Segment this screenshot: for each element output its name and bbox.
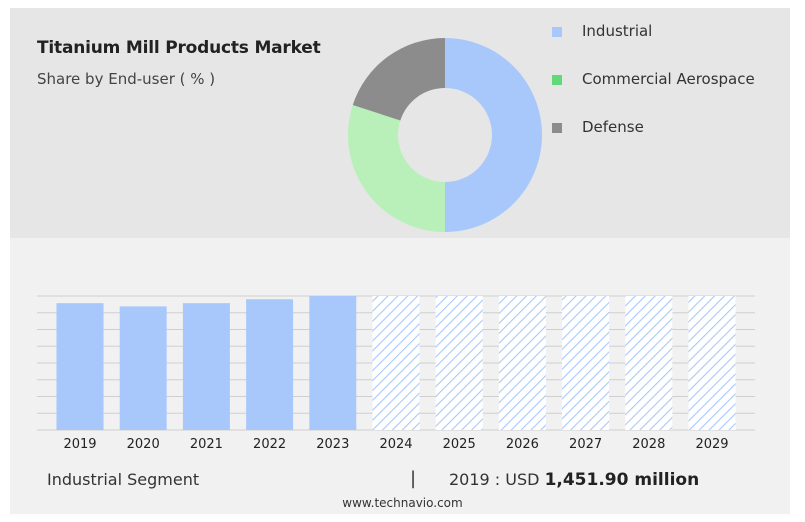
tick-label-2027: 2027: [569, 437, 602, 452]
bar-forecast-2026: [498, 296, 546, 430]
donut-slice-defense: [352, 38, 445, 121]
tick-label-2022: 2022: [253, 437, 286, 452]
tick-label-2023: 2023: [316, 437, 349, 452]
tick-label-2025: 2025: [443, 437, 476, 452]
bar-forecast-2024: [372, 296, 420, 430]
segment-value-prefix: 2019 : USD: [449, 470, 540, 489]
donut-slice-commercial-aerospace: [348, 105, 445, 232]
segment-value-amount: 1,451.90 million: [544, 470, 700, 490]
bar-2021: [182, 303, 230, 430]
legend-swatch-commercial-aerospace: [552, 75, 562, 85]
footer-divider: |: [410, 468, 417, 489]
bar-2020: [119, 306, 167, 430]
chart-title: Titanium Mill Products Market: [37, 38, 321, 58]
tick-label-2021: 2021: [190, 437, 223, 452]
legend-swatch-industrial: [552, 27, 562, 37]
bar-forecast-2029: [688, 296, 736, 430]
segment-value: 2019 : USD 1,451.90 million: [449, 470, 699, 490]
tick-label-2028: 2028: [632, 437, 665, 452]
tick-label-2020: 2020: [127, 437, 160, 452]
source-site: www.technavio.com: [342, 496, 463, 510]
tick-label-2026: 2026: [506, 437, 539, 452]
bar-forecast-2027: [562, 296, 610, 430]
bar-2019: [56, 303, 104, 430]
bar-2022: [246, 299, 294, 430]
donut-chart: [348, 38, 542, 232]
legend-label-industrial: Industrial: [582, 22, 653, 40]
segment-label: Industrial Segment: [47, 470, 200, 489]
bar-forecast-2028: [625, 296, 673, 430]
tick-label-2024: 2024: [379, 437, 412, 452]
bar-2023: [309, 296, 357, 430]
donut-slice-industrial: [445, 38, 542, 232]
legend-label-defense: Defense: [582, 118, 644, 136]
legend-swatch-defense: [552, 123, 562, 133]
tick-label-2019: 2019: [63, 437, 96, 452]
tick-label-2029: 2029: [695, 437, 728, 452]
bar-forecast-2025: [435, 296, 483, 430]
legend-label-commercial-aerospace: Commercial Aerospace: [582, 70, 755, 88]
chart-subtitle: Share by End-user ( % ): [37, 70, 216, 88]
